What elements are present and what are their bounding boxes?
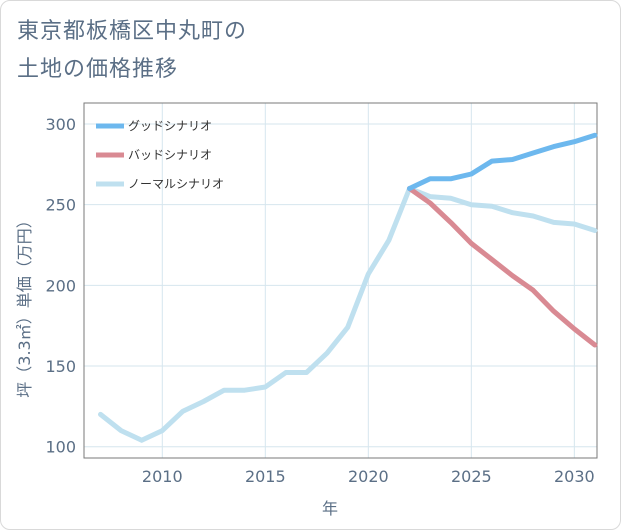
y-tick-label: 250	[45, 196, 76, 215]
y-tick-label: 300	[45, 115, 76, 134]
y-tick-label: 200	[45, 276, 76, 295]
chart-title-line-2: 土地の価格推移	[17, 57, 179, 82]
series-line-3	[98, 186, 598, 443]
plot-area	[83, 102, 598, 459]
legend-label: バッドシナリオ	[128, 148, 212, 162]
series-line-2	[407, 186, 598, 348]
x-tick-label: 2030	[554, 467, 595, 486]
y-tick-label: 100	[45, 438, 76, 457]
x-tick-label: 2015	[245, 467, 286, 486]
tick-labels: 2010 2015 2020 2025 2030 100 150 200 250 300	[45, 115, 594, 486]
x-tick-label: 2010	[142, 467, 183, 486]
x-tick-label: 2025	[451, 467, 492, 486]
y-axis-title: 坪（3.3㎡）単価（万円）	[15, 212, 34, 397]
chart-title-line-1: 東京都板橋区中丸町の	[17, 19, 248, 44]
x-tick-label: 2020	[348, 467, 389, 486]
y-tick-label: 150	[45, 357, 76, 376]
chart-title: 東京都板橋区中丸町の 土地の価格推移	[17, 13, 247, 89]
legend-label: グッドシナリオ	[128, 119, 212, 133]
series-lines	[98, 132, 598, 443]
series-line-1	[407, 132, 598, 191]
x-axis-title: 年	[322, 499, 338, 518]
legend-label: ノーマルシナリオ	[128, 177, 224, 191]
